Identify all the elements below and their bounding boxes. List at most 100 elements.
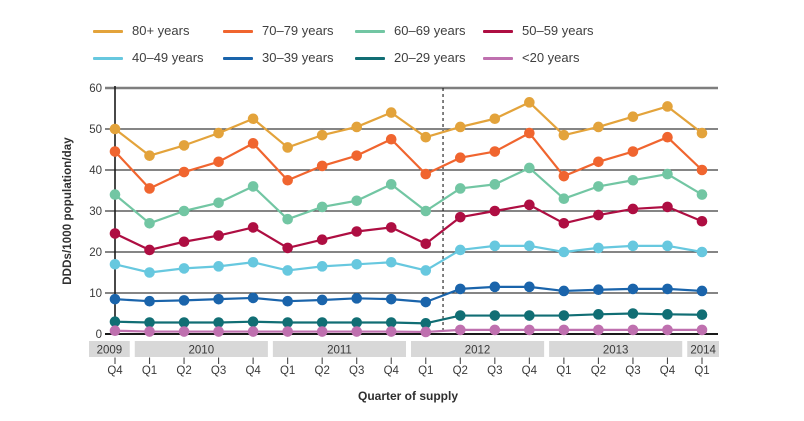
data-point (178, 263, 190, 274)
data-point (144, 150, 155, 161)
data-point (144, 295, 155, 307)
x-tick-label-2: Q2 (176, 365, 191, 377)
data-point (420, 265, 432, 276)
data-point (213, 326, 224, 337)
data-point (351, 121, 363, 133)
data-point (627, 146, 639, 157)
data-point (524, 162, 535, 174)
year-band-2012 (411, 341, 545, 357)
data-point (696, 309, 708, 321)
legend-label-80-years: 80+ years (132, 23, 190, 38)
data-point (489, 240, 501, 252)
data-point (662, 309, 673, 320)
y-tick-label-60: 60 (89, 83, 102, 95)
data-point (489, 324, 501, 336)
data-point (282, 265, 293, 276)
data-point (144, 317, 155, 328)
data-point (109, 293, 121, 305)
legend-label-50-59-years: 50–59 years (522, 23, 594, 38)
legend-swatch-20-29-years (355, 56, 385, 60)
year-band-label-2010: 2010 (189, 345, 215, 357)
legend-label-20-29-years: 20–29 years (394, 50, 466, 65)
data-point (489, 310, 501, 321)
data-point (178, 140, 190, 151)
data-point (213, 230, 224, 241)
data-point (247, 138, 259, 149)
data-point (144, 267, 155, 278)
x-tick-label-0: Q4 (107, 365, 123, 377)
data-point (109, 316, 121, 328)
data-point (696, 246, 708, 258)
legend-item-20-years: <20 years (483, 51, 579, 65)
data-point (454, 121, 466, 133)
data-point (420, 168, 432, 180)
data-point (351, 259, 363, 270)
data-point (696, 215, 708, 227)
data-point (247, 316, 259, 328)
data-point (316, 261, 328, 272)
year-band-2010 (134, 341, 268, 357)
data-point (247, 222, 259, 233)
data-point (662, 240, 673, 252)
series-30-39-years (109, 281, 708, 308)
data-point (282, 142, 293, 153)
series-70-79-years (109, 127, 708, 194)
data-point (247, 181, 259, 192)
data-point (247, 326, 259, 337)
data-point (593, 324, 604, 336)
data-point (282, 295, 293, 307)
year-band-2011 (272, 341, 406, 357)
data-point (524, 324, 535, 336)
legend-swatch-40-49-years (93, 56, 123, 60)
legend-item-80-years: 80+ years (93, 24, 189, 38)
data-point (662, 168, 673, 180)
data-point (316, 326, 328, 337)
data-point (213, 197, 224, 209)
data-point (351, 150, 363, 161)
series-20-29-years (109, 308, 708, 329)
data-point (454, 211, 466, 223)
x-tick-label-4: Q4 (245, 365, 261, 377)
data-point (524, 199, 535, 211)
data-point (282, 317, 293, 328)
data-point (351, 293, 363, 304)
data-point (454, 283, 466, 295)
legend-label-60-69-years: 60–69 years (394, 23, 466, 38)
data-point (489, 281, 501, 293)
data-point (282, 326, 293, 337)
x-tick-label-12: Q4 (522, 365, 538, 377)
data-point (247, 113, 259, 125)
data-point (627, 324, 639, 336)
data-point (558, 246, 570, 258)
x-tick-label-7: Q3 (349, 365, 364, 377)
x-tick-label-16: Q4 (660, 365, 676, 377)
data-point (144, 326, 155, 337)
data-point (178, 295, 190, 306)
data-point (454, 324, 466, 336)
x-tick-label-1: Q1 (142, 365, 157, 377)
data-point (558, 193, 570, 204)
x-tick-label-5: Q1 (280, 365, 295, 377)
x-tick-label-17: Q1 (694, 365, 709, 377)
x-tick-label-9: Q1 (418, 365, 433, 377)
series-line-60-69-years (114, 166, 703, 225)
data-point (593, 242, 604, 254)
data-point (178, 236, 190, 248)
data-point (316, 160, 328, 172)
data-point (558, 170, 570, 182)
series-line-20-29-years (114, 312, 703, 325)
data-point (627, 174, 639, 186)
data-point (558, 324, 570, 336)
data-point (662, 131, 673, 143)
data-point (662, 324, 673, 336)
x-axis-title: Quarter of supply (357, 389, 459, 403)
data-point (178, 205, 190, 217)
data-point (420, 131, 432, 143)
series-line-30-39-years (114, 285, 703, 304)
data-point (696, 324, 708, 336)
data-point (109, 189, 121, 200)
data-point (385, 256, 397, 268)
data-point (316, 317, 328, 328)
data-point (144, 218, 155, 229)
x-tick-label-10: Q2 (453, 365, 468, 377)
